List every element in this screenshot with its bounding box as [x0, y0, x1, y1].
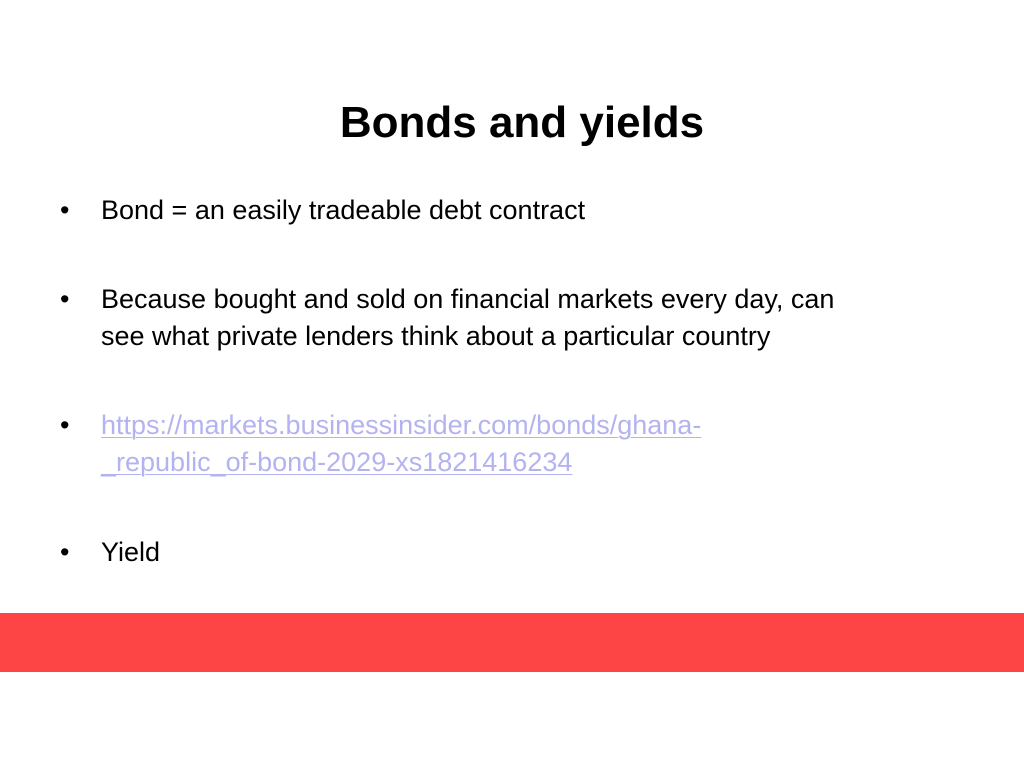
bullet-text: Bond = an easily tradeable debt contract	[101, 195, 586, 225]
bullet-item-markets: • Because bought and sold on financial m…	[58, 281, 958, 355]
bullet-text-line-2: see what private lenders think about a p…	[101, 321, 771, 351]
bullet-item-yield: • Yield	[58, 534, 958, 571]
slide-title: Bonds and yields	[339, 98, 705, 147]
link-text-line-2: _republic_of-bond-2029-xs1821416234	[101, 447, 573, 477]
bullet-item-bond-definition: • Bond = an easily tradeable debt contra…	[58, 192, 958, 229]
bullet-text: Yield	[101, 537, 161, 567]
bond-link[interactable]: https://markets.businessinsider.com/bond…	[101, 407, 958, 481]
link-text-line-1: https://markets.businessinsider.com/bond…	[101, 410, 702, 440]
accent-band	[0, 613, 1024, 672]
bullet-marker: •	[60, 284, 70, 314]
bullet-item-link: • https://markets.businessinsider.com/bo…	[58, 407, 958, 481]
bullet-marker: •	[60, 195, 70, 225]
bullet-marker: •	[60, 410, 70, 440]
bullet-text-line-1: Because bought and sold on financial mar…	[101, 284, 835, 314]
bullet-marker: •	[60, 537, 70, 567]
bullet-list: • Bond = an easily tradeable debt contra…	[58, 192, 958, 623]
